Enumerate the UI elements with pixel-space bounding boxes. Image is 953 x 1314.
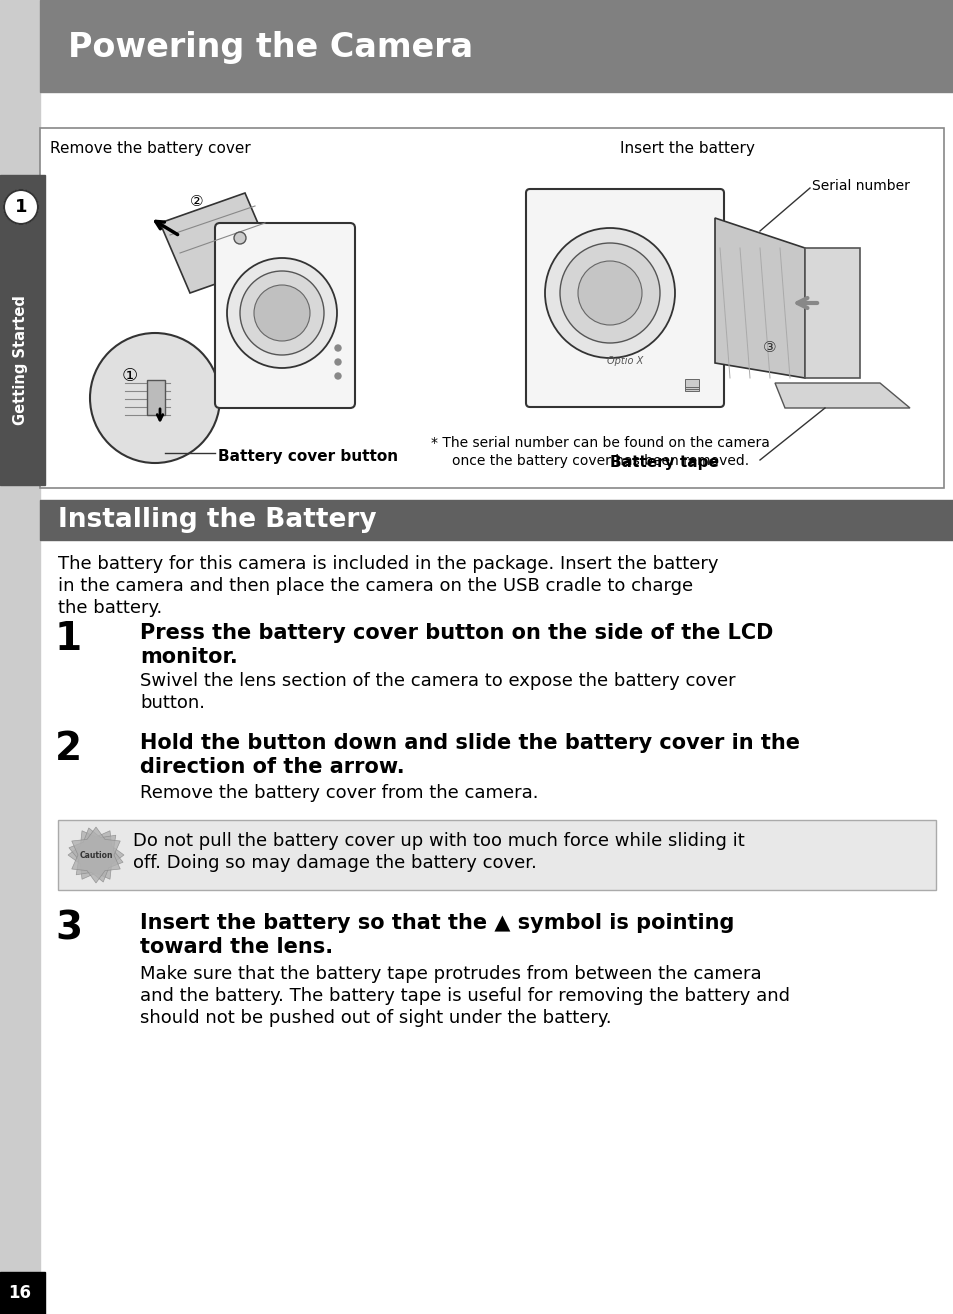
Circle shape — [233, 233, 246, 244]
Circle shape — [240, 271, 324, 355]
Circle shape — [4, 191, 38, 223]
Text: Insert the battery so that the ▲ symbol is pointing: Insert the battery so that the ▲ symbol … — [140, 913, 734, 933]
Text: * The serial number can be found on the camera: * The serial number can be found on the … — [431, 436, 769, 449]
Bar — [58, 820, 935, 890]
Text: ①: ① — [122, 367, 138, 385]
Circle shape — [544, 229, 675, 357]
Text: 3: 3 — [55, 911, 82, 947]
Text: Caution: Caution — [79, 850, 112, 859]
Text: Press the battery cover button on the side of the LCD: Press the battery cover button on the si… — [140, 623, 773, 643]
Text: Getting Started: Getting Started — [13, 296, 29, 424]
Polygon shape — [71, 827, 120, 883]
Bar — [0, 1272, 45, 1314]
Text: 1: 1 — [55, 620, 82, 658]
Text: ②: ② — [190, 193, 204, 209]
Bar — [684, 382, 699, 392]
Circle shape — [227, 258, 336, 368]
Text: button.: button. — [140, 694, 205, 712]
Text: Battery cover button: Battery cover button — [218, 448, 397, 464]
Bar — [147, 380, 165, 415]
Circle shape — [335, 373, 340, 378]
Text: Installing the Battery: Installing the Battery — [58, 507, 376, 533]
Text: monitor.: monitor. — [140, 646, 237, 668]
Polygon shape — [69, 828, 123, 882]
Bar — [0, 0, 40, 1314]
Bar — [40, 0, 953, 92]
Polygon shape — [160, 193, 274, 293]
Bar — [684, 378, 699, 388]
Text: Remove the battery cover from the camera.: Remove the battery cover from the camera… — [140, 784, 537, 802]
Text: Make sure that the battery tape protrudes from between the camera: Make sure that the battery tape protrude… — [140, 964, 760, 983]
Text: and the battery. The battery tape is useful for removing the battery and: and the battery. The battery tape is use… — [140, 987, 789, 1005]
Circle shape — [578, 261, 641, 325]
Polygon shape — [714, 218, 804, 378]
Circle shape — [335, 346, 340, 351]
Text: Do not pull the battery cover up with too much force while sliding it: Do not pull the battery cover up with to… — [132, 832, 744, 850]
Bar — [804, 248, 859, 378]
Bar — [0, 175, 45, 485]
FancyBboxPatch shape — [525, 189, 723, 407]
Text: Battery tape: Battery tape — [609, 455, 719, 469]
Text: Optio X: Optio X — [606, 356, 642, 367]
Bar — [684, 381, 699, 389]
Text: Swivel the lens section of the camera to expose the battery cover: Swivel the lens section of the camera to… — [140, 671, 735, 690]
Circle shape — [559, 243, 659, 343]
Circle shape — [90, 332, 220, 463]
Text: once the battery cover has been removed.: once the battery cover has been removed. — [452, 455, 748, 468]
Text: Serial number: Serial number — [811, 179, 909, 193]
Polygon shape — [774, 382, 909, 409]
Text: Insert the battery: Insert the battery — [619, 141, 754, 155]
Circle shape — [335, 359, 340, 365]
Text: 2: 2 — [55, 731, 82, 767]
FancyBboxPatch shape — [214, 223, 355, 409]
Circle shape — [253, 285, 310, 342]
Bar — [40, 127, 943, 487]
Text: 16: 16 — [9, 1284, 31, 1302]
Text: Remove the battery cover: Remove the battery cover — [50, 141, 250, 155]
Text: ③: ③ — [762, 340, 776, 356]
Text: Hold the button down and slide the battery cover in the: Hold the button down and slide the batte… — [140, 733, 800, 753]
Text: in the camera and then place the camera on the USB cradle to charge: in the camera and then place the camera … — [58, 577, 693, 595]
Text: 1: 1 — [14, 198, 28, 215]
Text: should not be pushed out of sight under the battery.: should not be pushed out of sight under … — [140, 1009, 611, 1028]
Polygon shape — [68, 830, 124, 879]
Text: the battery.: the battery. — [58, 599, 162, 618]
Text: toward the lens.: toward the lens. — [140, 937, 333, 957]
Bar — [40, 501, 953, 540]
Text: The battery for this camera is included in the package. Insert the battery: The battery for this camera is included … — [58, 555, 718, 573]
Text: Powering the Camera: Powering the Camera — [68, 32, 473, 64]
Text: direction of the arrow.: direction of the arrow. — [140, 757, 404, 777]
Text: off. Doing so may damage the battery cover.: off. Doing so may damage the battery cov… — [132, 854, 537, 872]
